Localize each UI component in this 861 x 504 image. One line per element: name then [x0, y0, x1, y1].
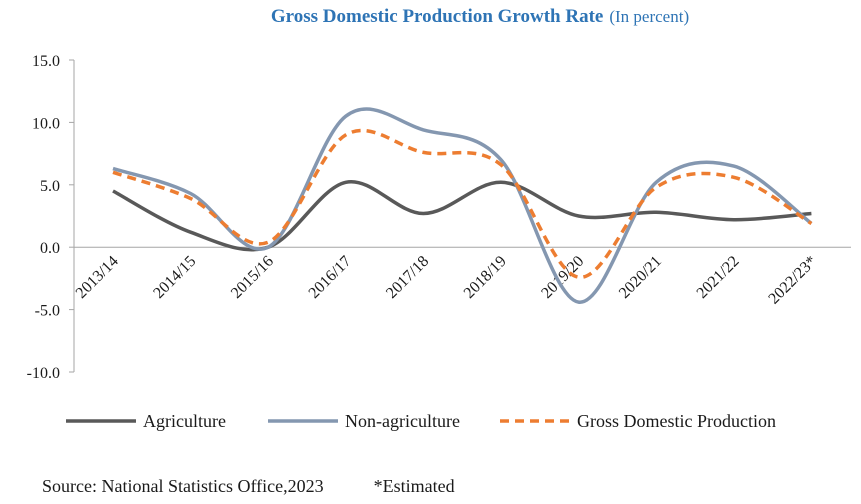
legend-label-agriculture: Agriculture — [143, 411, 226, 431]
x-tick-label: 2022/23* — [765, 253, 820, 308]
x-tick-label: 2013/14 — [73, 253, 122, 302]
y-tick-label: 10.0 — [32, 115, 60, 132]
x-tick-label: 2016/17 — [306, 253, 355, 302]
y-tick-label: 5.0 — [40, 178, 60, 195]
chart-title: Gross Domestic Production Growth Rate (In… — [271, 6, 689, 27]
chart-title-subtitle: (In percent) — [609, 7, 689, 26]
estimated-note: *Estimated — [373, 476, 455, 496]
series-line-agriculture — [112, 180, 812, 252]
legend-label-gross-domestic-production: Gross Domestic Production — [577, 411, 776, 431]
x-tick-label: 2020/21 — [616, 253, 665, 302]
series-line-gross-domestic-production — [112, 128, 813, 279]
y-tick-label: 0.0 — [40, 240, 60, 257]
y-tick-label: -10.0 — [27, 365, 60, 382]
axes — [73, 60, 851, 372]
chart-title-main: Gross Domestic Production Growth Rate — [271, 6, 603, 27]
y-axis-ticks: 15.0 10.0 5.0 0.0 -5.0 -10.0 — [27, 53, 74, 382]
x-axis-ticks: 2013/14 2014/15 2015/16 2016/17 2017/18 2018/… — [73, 253, 821, 308]
x-tick-label: 2014/15 — [150, 253, 199, 302]
growth-rate-chart: Gross Domestic Production Growth Rate (In… — [27, 6, 851, 431]
series-line-non-agriculture — [112, 107, 813, 304]
x-tick-label: 2017/18 — [383, 253, 432, 302]
chart-footer: Source: National Statistics Office,2023 *… — [42, 476, 455, 497]
series-lines — [112, 107, 813, 304]
x-tick-label: 2018/19 — [461, 253, 510, 302]
y-tick-label: 15.0 — [32, 53, 60, 70]
x-tick-label: 2015/16 — [228, 253, 277, 302]
y-tick-label: -5.0 — [35, 303, 60, 320]
source-note: Source: National Statistics Office,2023 — [42, 476, 324, 496]
legend-label-non-agriculture: Non-agriculture — [345, 411, 460, 431]
legend: Agriculture Non-agriculture Gross Domestic… — [66, 411, 776, 431]
x-tick-label: 2021/22 — [694, 253, 743, 302]
x-tick-label: 2019/20 — [538, 253, 587, 302]
